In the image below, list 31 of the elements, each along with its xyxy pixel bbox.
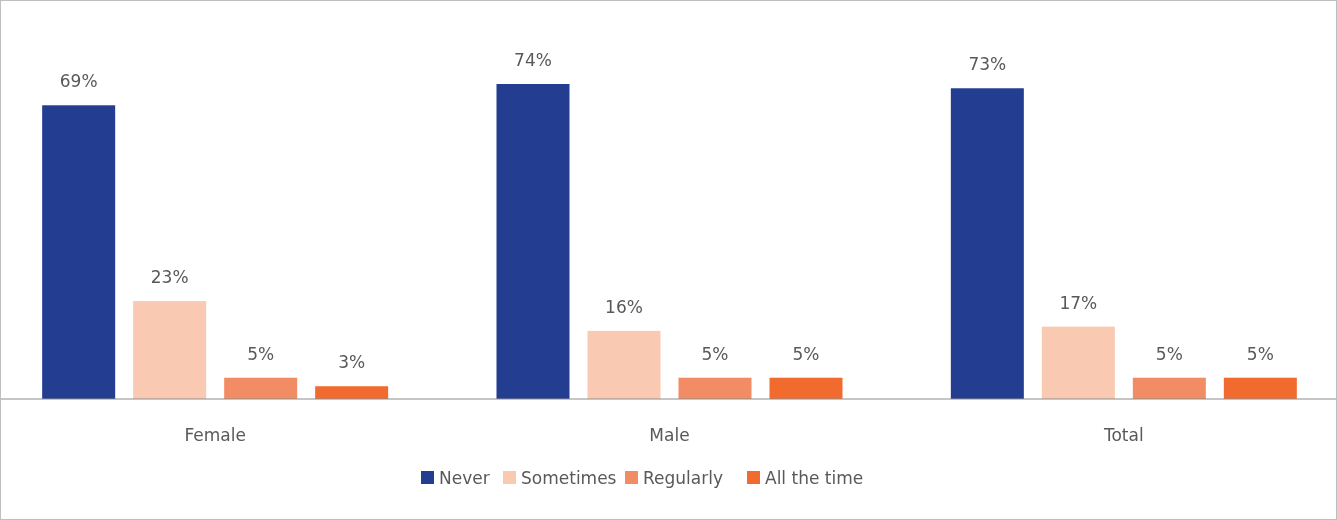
data-label: 23% <box>150 267 189 288</box>
bar <box>1223 377 1297 399</box>
x-tick-label: Male <box>649 425 690 445</box>
bar <box>496 84 570 399</box>
x-tick-label: Total <box>1102 425 1144 445</box>
data-label: 5% <box>247 343 275 364</box>
bar <box>1041 326 1115 399</box>
data-label: 5% <box>1246 343 1274 364</box>
legend-label: Regularly <box>643 468 723 488</box>
bar <box>315 386 389 399</box>
data-label: 73% <box>968 54 1007 75</box>
data-label: 5% <box>1155 343 1183 364</box>
bar <box>224 377 298 399</box>
data-label: 69% <box>59 71 98 92</box>
bar <box>769 377 843 399</box>
data-label: 74% <box>514 50 552 70</box>
legend-label: Sometimes <box>521 468 617 488</box>
bar <box>950 88 1024 399</box>
bar <box>133 301 207 399</box>
legend-label: All the time <box>765 468 864 488</box>
data-label: 5% <box>792 343 820 364</box>
bar <box>42 105 116 399</box>
data-label: 17% <box>1059 292 1098 313</box>
data-label: 5% <box>701 343 729 364</box>
bar <box>1132 377 1206 399</box>
x-tick-label: Female <box>184 425 246 445</box>
data-label: 3% <box>338 352 366 373</box>
legend-label: Never <box>439 468 490 488</box>
bar <box>587 330 661 399</box>
bar <box>678 377 752 399</box>
data-label: 16% <box>605 296 643 317</box>
